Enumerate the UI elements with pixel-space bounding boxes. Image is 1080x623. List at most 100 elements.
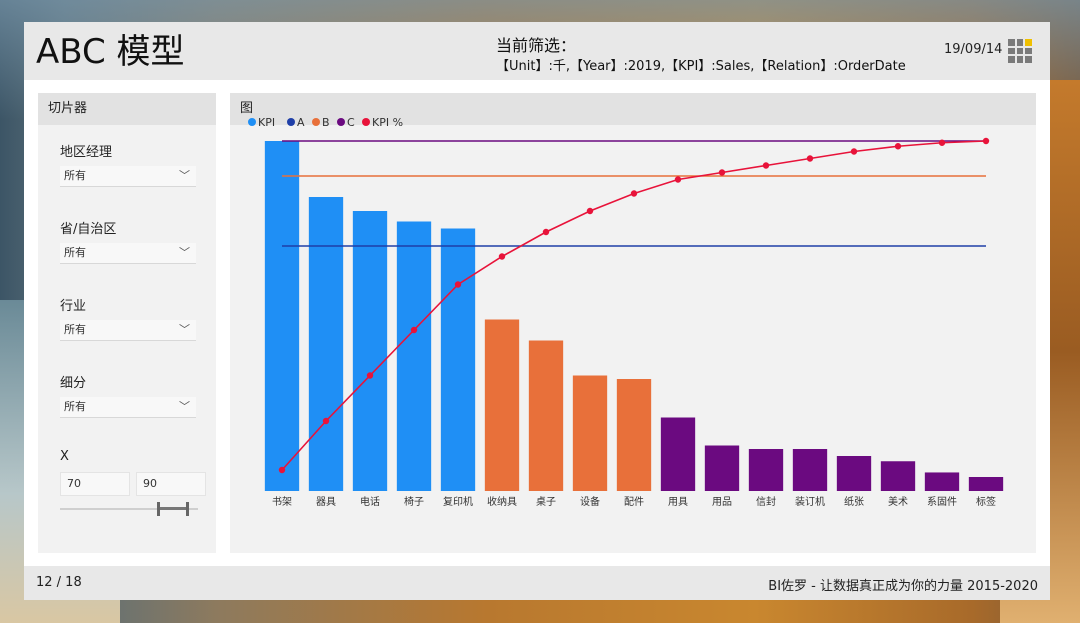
chart-bar [792,449,828,491]
slicer-industry: 行业 所有 ﹀ [60,295,210,341]
chart-bar [748,449,784,491]
chart-bar [924,472,960,491]
legend-label: KPI [258,116,275,129]
dropdown-value: 所有 [64,323,86,336]
kpi-pct-point [410,326,418,334]
kpi-pct-point [322,417,330,425]
slicer-title: 切片器 [38,93,216,125]
province-dropdown[interactable]: 所有 ﹀ [60,243,196,264]
chevron-down-icon: ﹀ [179,400,190,413]
legend-marker [287,118,295,126]
x-tick-label: 器具 [316,496,336,508]
chart-bar [528,340,564,491]
x-tick-label: 用具 [668,496,688,508]
footer-credit: BI佐罗 - 让数据真正成为你的力量 2015-2020 [768,579,1038,594]
x-tick-label: 系固件 [927,496,957,508]
x-tick-label: 收纳具 [487,495,517,508]
legend-label: A [297,116,305,129]
kpi-pct-point [542,228,550,236]
region-manager-dropdown[interactable]: 所有 ﹀ [60,166,196,187]
x-tick-label: 桌子 [536,495,556,508]
x-max-input[interactable]: 90 [136,472,206,496]
x-tick-label: 椅子 [404,495,424,508]
chevron-down-icon: ﹀ [179,169,190,182]
kpi-pct-point [674,176,682,183]
dropdown-value: 所有 [64,169,86,182]
chart-bar [352,211,388,491]
x-tick-label: 复印机 [443,495,473,508]
chart-bar [836,456,872,491]
legend-marker [312,118,320,126]
kpi-pct-point [498,253,506,260]
slicer-label: 地区经理 [60,145,113,160]
filter-label: 当前筛选： [496,36,577,55]
page-number: 12 / 18 [36,575,82,590]
chevron-down-icon: ﹀ [179,246,190,259]
slicer-label: X [60,449,69,464]
x-tick-label: 美术 [888,495,908,508]
filter-summary: 【Unit】:千,【Year】:2019,【KPI】:Sales,【Relati… [496,59,906,74]
kpi-pct-point [718,169,726,176]
slicer-panel: 切片器 地区经理 所有 ﹀ 省/自治区 所有 ﹀ 行业 所有 ﹀ [38,93,216,553]
kpi-pct-point [806,155,814,162]
x-range-slider[interactable] [60,502,198,516]
report-content: 切片器 地区经理 所有 ﹀ 省/自治区 所有 ﹀ 行业 所有 ﹀ [24,80,1050,566]
x-tick-label: 书架 [272,496,292,508]
x-tick-label: 电话 [360,495,380,508]
chart-bar [572,375,608,491]
chevron-down-icon: ﹀ [179,323,190,336]
slicer-label: 行业 [60,299,87,314]
report-date: 19/09/14 [944,42,1003,57]
slider-min-handle[interactable] [157,502,160,516]
x-tick-label: 配件 [624,496,644,508]
report-header: ABC 模型 当前筛选： 【Unit】:千,【Year】:2019,【KPI】:… [24,22,1050,80]
slider-max-handle[interactable] [186,502,189,516]
kpi-pct-point [454,281,462,288]
chart-bar [396,221,432,491]
chart-bar [660,417,696,491]
kpi-pct-point [850,148,858,155]
legend-marker [248,118,256,126]
segment-dropdown[interactable]: 所有 ﹀ [60,397,196,418]
slicer-segment: 细分 所有 ﹀ [60,372,210,418]
x-tick-label: 纸张 [844,495,864,508]
kpi-pct-point [366,372,374,379]
dropdown-value: 所有 [64,246,86,259]
chart-bar [264,141,300,491]
slicer-province: 省/自治区 所有 ﹀ [60,218,210,264]
industry-dropdown[interactable]: 所有 ﹀ [60,320,196,341]
x-tick-label: 装订机 [795,495,825,508]
report-footer: 12 / 18 BI佐罗 - 让数据真正成为你的力量 2015-2020 [24,566,1050,600]
kpi-pct-point [894,143,902,150]
legend-label: B [322,116,330,129]
slicer-x-range: X 70 90 [60,449,210,516]
chart-bar [440,228,476,491]
slider-fill [158,507,188,510]
slicer-label: 省/自治区 [60,222,117,237]
chart-bar [704,445,740,491]
x-min-input[interactable]: 70 [60,472,130,496]
x-tick-label: 设备 [580,495,600,508]
kpi-pct-point [982,137,990,145]
x-tick-label: 用品 [712,496,732,508]
legend-marker [362,118,370,126]
chart-bar [968,477,1004,491]
kpi-pct-point [278,466,286,474]
kpi-pct-point [938,139,946,146]
kpi-pct-point [762,162,770,169]
chart-bar [484,319,520,491]
app-grid-icon[interactable] [1008,39,1032,63]
dropdown-value: 所有 [64,400,86,413]
slicer-label: 细分 [60,376,87,391]
page-title: ABC 模型 [36,32,185,72]
legend-label: C [347,116,355,129]
report-page: ABC 模型 当前筛选： 【Unit】:千,【Year】:2019,【KPI】:… [24,22,1050,600]
kpi-pct-point [630,190,638,197]
chart-panel: 图 KPI A B C KPI % 书架 器具 电话 椅子 复印机 收纳具 桌子 设备 配件 用具 用品 信封装… [230,93,1036,553]
abc-pareto-chart: KPI A B C KPI % 书架 器具 电话 椅子 复印机 收纳具 桌子 设备 配件 用具 用品 信封 装订机… [248,116,1004,508]
kpi-pct-point [586,207,594,215]
x-tick-label: 标签 [976,495,996,508]
chart-bar [616,379,652,491]
slicer-region-manager: 地区经理 所有 ﹀ [60,141,210,187]
x-tick-label: 信封 [756,495,776,508]
